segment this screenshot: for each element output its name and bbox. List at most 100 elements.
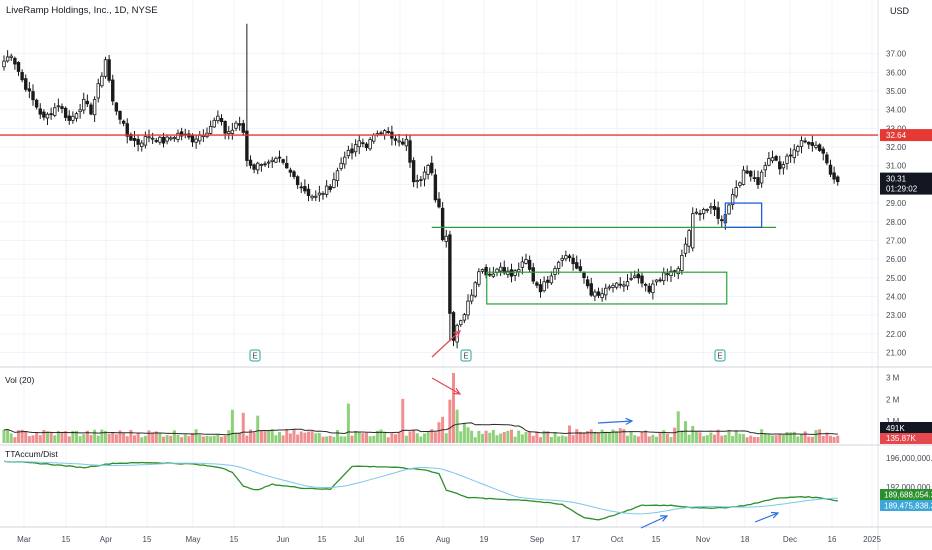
volume-bar [600, 429, 604, 443]
volume-tick-label: 3 M [886, 373, 900, 382]
candle-body [350, 148, 354, 154]
candle-body [310, 195, 314, 199]
volume-bar [491, 429, 495, 443]
candle-body [288, 169, 293, 173]
candle-body [770, 157, 775, 162]
volume-bar [767, 434, 771, 443]
currency-label[interactable]: USD [890, 6, 910, 16]
volume-bar [433, 432, 437, 443]
volume-bar [227, 430, 231, 443]
candle-body [585, 279, 590, 287]
volume-bar [546, 431, 550, 443]
candle-body [756, 177, 760, 185]
volume-bar [183, 434, 187, 443]
volume-bar [118, 430, 122, 443]
candle-body [143, 136, 148, 146]
candle-body [140, 142, 144, 148]
candle-body [422, 171, 427, 180]
volume-bar [636, 436, 640, 443]
candle-body [60, 106, 64, 109]
volume-bar [296, 434, 300, 443]
candle-body [556, 261, 561, 269]
volume-bar [836, 435, 840, 443]
candle-body [404, 138, 409, 147]
volume-bar [651, 434, 655, 443]
candle-body [517, 269, 521, 273]
candle-body [542, 281, 546, 292]
volume-bar [270, 429, 274, 443]
candle-body [799, 140, 804, 147]
price-tick-label: 26.00 [886, 255, 907, 264]
volume-bar [506, 430, 510, 443]
volume-bar [426, 430, 430, 443]
candle-body [328, 186, 332, 190]
volume-bar [93, 429, 97, 443]
volume-bar [586, 431, 590, 443]
volume-bar [401, 398, 405, 443]
candle-body [274, 157, 278, 163]
candle-body [535, 282, 539, 286]
price-tick-label: 25.00 [886, 274, 907, 283]
candle-body [256, 162, 260, 171]
price-tick-label: 35.00 [886, 87, 907, 96]
time-tick-label: 15 [62, 535, 71, 544]
candle-body [622, 284, 626, 287]
blue-arrow-volume-head [625, 417, 634, 425]
accum-dist-line [3, 460, 838, 521]
candle-body [31, 91, 35, 101]
candle-body [179, 131, 184, 137]
candle-body [709, 206, 713, 209]
volume-bar [452, 373, 455, 443]
volume-bar [390, 433, 394, 443]
volume-bar [542, 430, 546, 443]
candle-body [571, 257, 575, 265]
candle-body [321, 192, 325, 195]
candle-body [484, 267, 488, 276]
volume-bar [379, 429, 383, 443]
volume-bar [17, 430, 20, 443]
volume-bar [694, 430, 698, 443]
candle-body [401, 141, 405, 145]
time-tick-label: Nov [696, 535, 710, 544]
volume-bar [100, 429, 104, 443]
volume-bar [133, 435, 136, 443]
red-arrow-volume-head [452, 387, 462, 395]
earnings-letter: E [463, 352, 468, 361]
candle-body [567, 255, 572, 259]
candle-body [13, 57, 17, 65]
earnings-letter: E [252, 352, 257, 361]
candle-body [103, 59, 108, 77]
red-arrow-volume [431, 377, 461, 395]
candle-body [662, 272, 666, 282]
volume-bar [455, 409, 459, 443]
volume-bar [513, 436, 517, 443]
volume-bar [78, 436, 82, 443]
volume-bar [292, 429, 296, 443]
candle-body [408, 140, 412, 163]
volume-bar [281, 435, 285, 443]
volume-bar [437, 422, 441, 443]
accum-pane-label: TTAccum/Dist [5, 449, 58, 459]
volume-bar [680, 430, 684, 443]
volume-bar [818, 429, 822, 443]
candle-body [339, 162, 343, 169]
candle-body [107, 59, 111, 81]
candle-body [382, 130, 387, 136]
candle-body [169, 137, 173, 140]
volume-bar [394, 434, 397, 443]
price-tick-label: 33.00 [886, 124, 907, 133]
candle-body [509, 269, 514, 277]
candle-body [810, 142, 815, 146]
volume-bar [781, 434, 785, 443]
volume-bar [310, 430, 314, 443]
volume-bar [539, 437, 542, 443]
volume-bar [288, 433, 292, 443]
candle-body [727, 204, 731, 215]
candle-body [730, 194, 735, 206]
candle-body [161, 136, 166, 144]
candle-body [538, 284, 543, 293]
candle-body [281, 159, 285, 163]
volume-bar [147, 430, 151, 443]
volume-bar [111, 432, 115, 443]
